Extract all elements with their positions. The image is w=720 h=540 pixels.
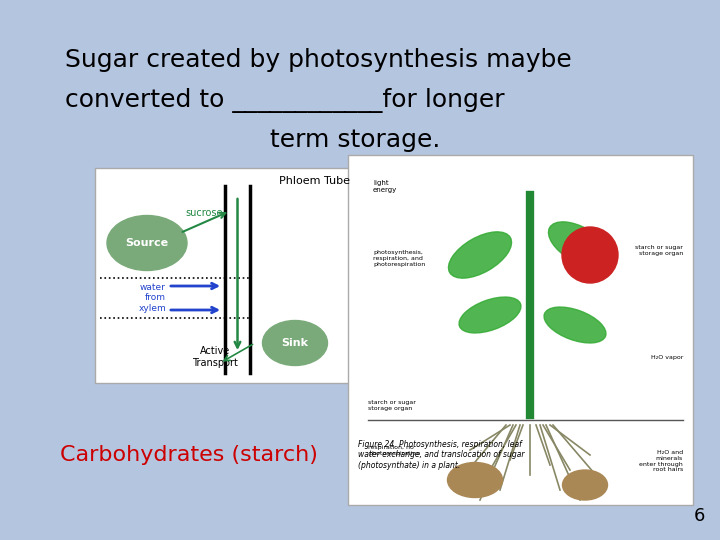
Bar [95, 168, 360, 383]
Text: Figure 24. Photosynthesis, respiration, leaf
water exchange, and translocation o: Figure 24. Photosynthesis, respiration, … [358, 440, 524, 470]
Ellipse shape [107, 215, 187, 271]
Text: starch or sugar
storage organ: starch or sugar storage organ [635, 245, 683, 256]
Bar [348, 155, 693, 505]
Text: Phloem Tube: Phloem Tube [279, 176, 350, 186]
Text: sucrose: sucrose [185, 208, 222, 218]
Text: Carbohydrates (starch): Carbohydrates (starch) [60, 445, 318, 465]
Ellipse shape [449, 232, 511, 278]
Text: light
energy: light energy [373, 180, 397, 193]
Text: H₂O and
minerals
enter through
root hairs: H₂O and minerals enter through root hair… [639, 450, 683, 472]
Ellipse shape [544, 307, 606, 343]
Circle shape [562, 227, 618, 283]
Ellipse shape [562, 470, 608, 500]
Text: Sugar created by photosynthesis maybe: Sugar created by photosynthesis maybe [65, 48, 572, 72]
Text: H₂O vapor: H₂O vapor [651, 355, 683, 360]
Text: converted to ____________for longer: converted to ____________for longer [65, 88, 505, 113]
Text: Source: Source [125, 238, 168, 248]
Ellipse shape [263, 321, 328, 366]
Text: Sink: Sink [282, 338, 308, 348]
Ellipse shape [448, 462, 503, 497]
Ellipse shape [459, 297, 521, 333]
Ellipse shape [549, 222, 611, 268]
Text: term storage.: term storage. [270, 128, 441, 152]
Text: starch or sugar
storage organ: starch or sugar storage organ [368, 400, 416, 411]
Text: photosynthesis,
respiration, and
photorespiration: photosynthesis, respiration, and photore… [373, 250, 426, 267]
Text: 6: 6 [693, 507, 705, 525]
Text: respiration, no
photorespiration: respiration, no photorespiration [368, 445, 420, 456]
Text: water
from
xylem: water from xylem [138, 283, 166, 313]
Text: Active
Transport: Active Transport [192, 346, 238, 368]
